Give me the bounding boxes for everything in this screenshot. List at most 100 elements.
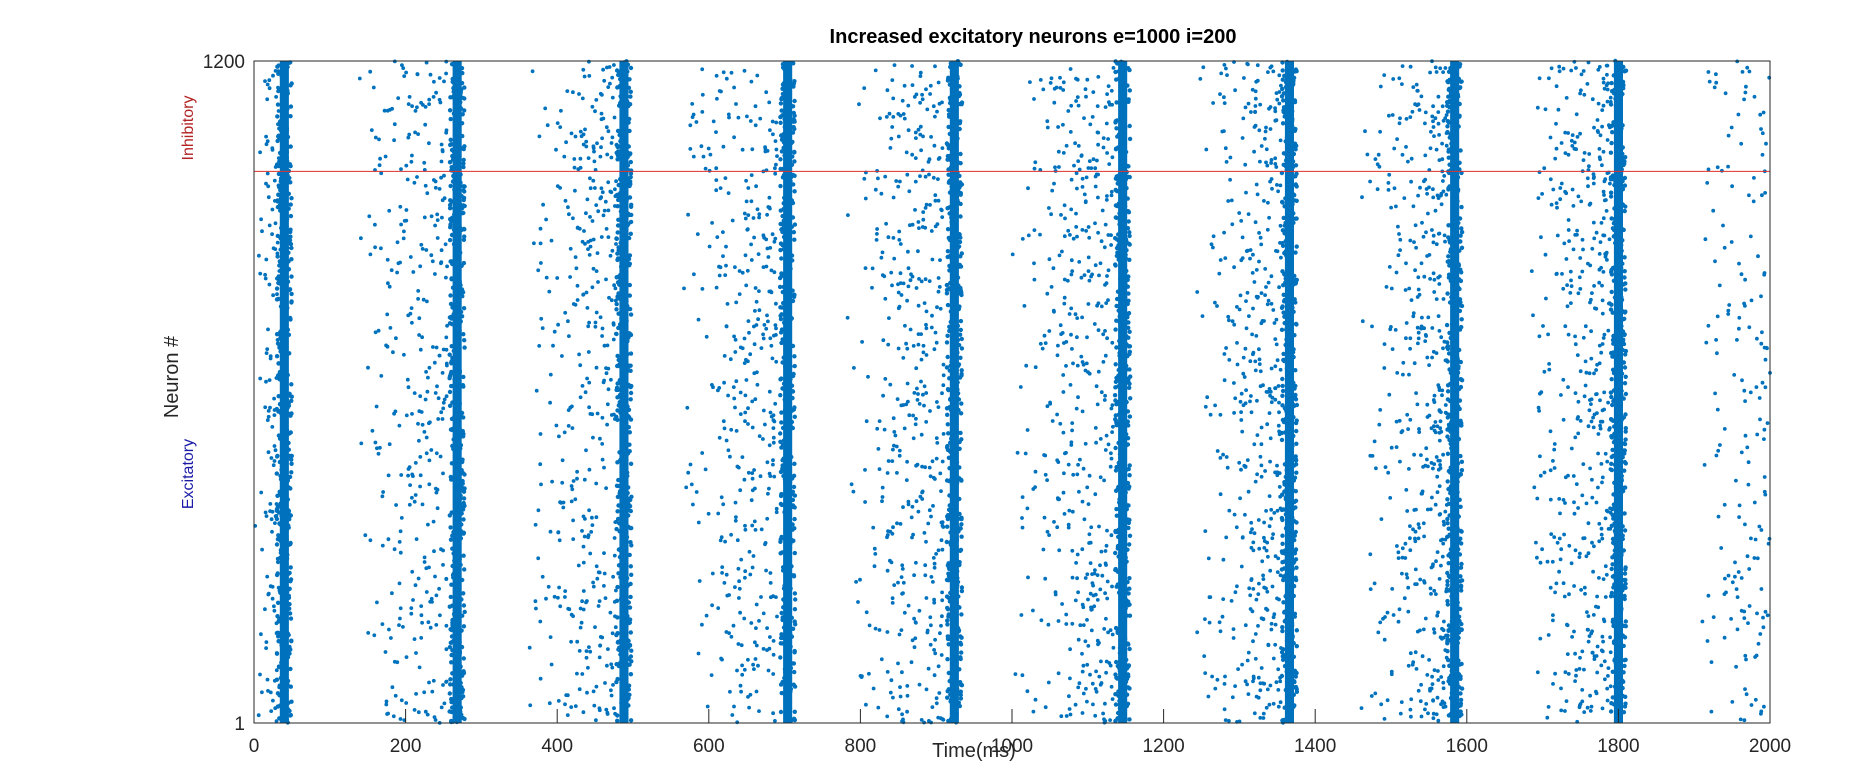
spike-point <box>587 645 591 649</box>
spike-point <box>582 229 586 233</box>
spike-point <box>1120 475 1126 480</box>
spike-point <box>450 153 455 159</box>
spike-point <box>1453 241 1458 246</box>
spike-point <box>453 147 458 153</box>
spike-point <box>1114 126 1119 131</box>
spike-point <box>1622 269 1627 274</box>
spike-point <box>548 372 553 377</box>
spike-point <box>1613 438 1618 443</box>
spike-point <box>395 270 399 275</box>
spike-point <box>1451 254 1456 259</box>
spike-point <box>744 378 749 382</box>
spike-point <box>557 538 562 543</box>
spike-point <box>1117 706 1123 711</box>
spike-point <box>587 508 591 513</box>
spike-point <box>1122 536 1128 542</box>
spike-point <box>1281 151 1287 156</box>
spike-point <box>461 161 466 166</box>
spike-point <box>957 511 962 517</box>
spike-point <box>368 252 373 257</box>
spike-point <box>780 442 786 447</box>
spike-point <box>447 403 453 408</box>
spike-point <box>717 89 722 93</box>
spike-point <box>444 128 449 133</box>
spike-point <box>1612 528 1618 534</box>
spike-point <box>1127 136 1133 142</box>
spike-point <box>606 180 611 185</box>
spike-point <box>1126 423 1131 428</box>
spike-point <box>427 680 431 685</box>
spike-point <box>628 390 634 396</box>
spike-point <box>619 690 625 695</box>
spike-point <box>536 508 541 513</box>
spike-point <box>628 630 633 635</box>
spike-point <box>439 248 444 253</box>
spike-point <box>1621 548 1627 553</box>
spike-point <box>271 73 275 78</box>
spike-point <box>558 604 563 609</box>
spike-point <box>1126 520 1132 526</box>
spike-point <box>1126 291 1131 296</box>
spike-point <box>617 554 623 560</box>
spike-point <box>584 655 589 660</box>
spike-point <box>723 176 728 181</box>
spike-point <box>275 240 280 245</box>
spike-point <box>383 154 388 159</box>
spike-point <box>1290 567 1295 572</box>
spike-point <box>273 199 277 203</box>
spike-point <box>774 301 778 306</box>
spike-point <box>595 411 600 416</box>
spike-point <box>279 513 284 519</box>
spike-point <box>949 215 954 220</box>
spike-point <box>429 253 434 258</box>
spike-point <box>1452 77 1457 82</box>
spike-point <box>459 628 464 633</box>
spike-point <box>1117 555 1122 560</box>
spike-point <box>945 249 951 254</box>
spike-point <box>436 396 441 401</box>
spike-point <box>620 467 626 472</box>
spike-point <box>1128 374 1133 379</box>
spike-point <box>278 675 284 681</box>
spike-point <box>1446 149 1451 154</box>
spike-point <box>780 463 785 468</box>
spike-point <box>738 412 743 416</box>
spike-point <box>1457 406 1462 412</box>
spike-point <box>629 525 634 531</box>
spike-point <box>948 253 953 258</box>
spike-point <box>738 610 742 615</box>
spike-point <box>1294 244 1299 249</box>
spike-point <box>1289 653 1295 658</box>
spike-point <box>422 430 427 434</box>
spike-point <box>749 621 754 625</box>
spike-point <box>391 350 395 355</box>
spike-point <box>447 389 453 395</box>
spike-point <box>282 387 287 392</box>
spike-point <box>448 137 453 142</box>
spike-point <box>1458 565 1464 570</box>
spike-point <box>461 603 467 608</box>
spike-point <box>746 470 751 475</box>
spike-point <box>385 712 389 716</box>
spike-point <box>1453 505 1459 510</box>
spike-point <box>1293 548 1298 553</box>
spike-point <box>603 596 608 600</box>
spike-point <box>453 479 458 484</box>
spike-point <box>288 241 294 247</box>
spike-point <box>1125 547 1130 552</box>
spike-point <box>1291 641 1296 646</box>
spike-point <box>1449 619 1455 624</box>
spike-point <box>622 626 628 631</box>
spike-point <box>1450 161 1456 166</box>
spike-point <box>276 134 281 139</box>
spike-point <box>1282 204 1287 209</box>
spike-point <box>277 716 282 721</box>
spike-point <box>538 226 543 231</box>
spike-point <box>1123 501 1128 507</box>
spike-point <box>619 212 625 217</box>
spike-point <box>621 333 626 338</box>
spike-point <box>948 636 953 642</box>
spike-point <box>454 470 459 476</box>
spike-point <box>787 275 792 280</box>
spike-point <box>449 232 455 238</box>
